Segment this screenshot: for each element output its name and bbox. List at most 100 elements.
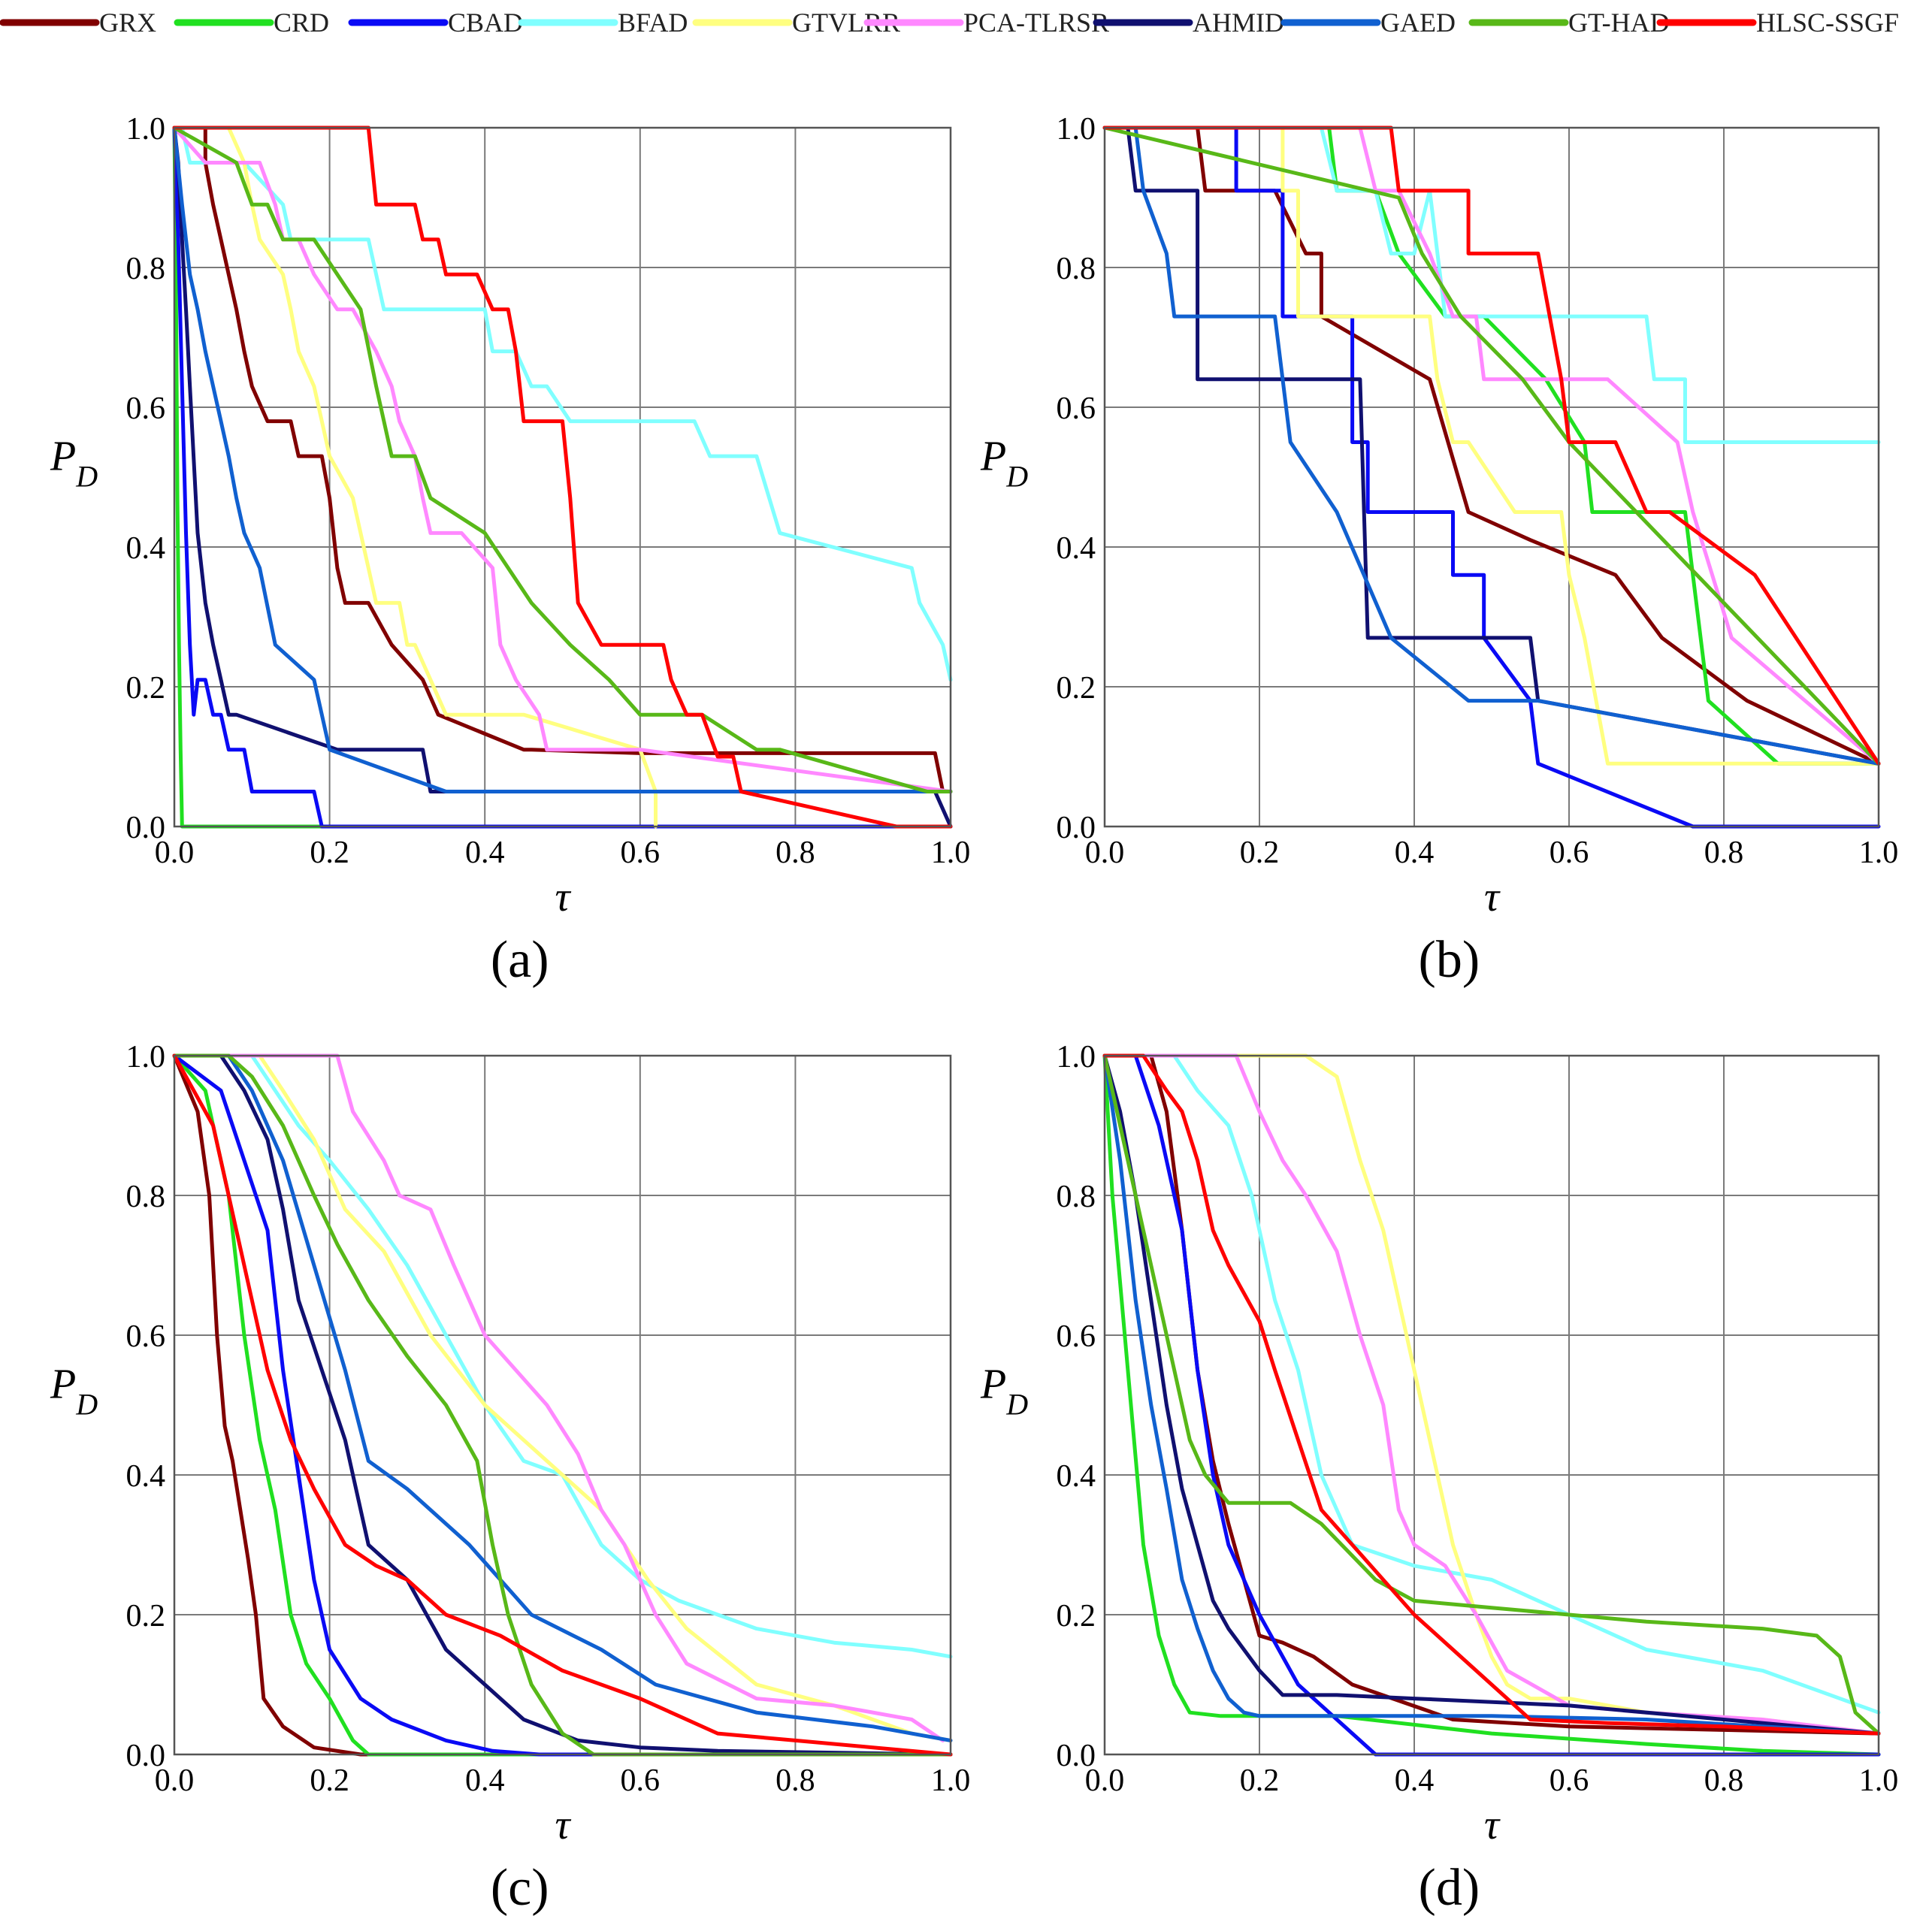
x-tick-label: 0.0 — [155, 836, 195, 870]
y-tick-label: 0.8 — [1057, 252, 1096, 286]
y-axis-label-subscript: D — [75, 460, 98, 494]
y-tick-label: 1.0 — [1057, 1040, 1096, 1074]
series-line-gt-had — [172, 1053, 953, 1757]
legend-item-gtvlrr: GTVLRR — [692, 8, 900, 38]
legend-item-cbad: CBAD — [348, 8, 523, 38]
y-tick-label: 0.2 — [1057, 1599, 1096, 1633]
x-tick-label: 0.0 — [1085, 836, 1125, 870]
y-tick-label: 0.0 — [126, 1739, 166, 1773]
legend-label: CBAD — [448, 8, 523, 38]
y-tick-label: 1.0 — [126, 1040, 166, 1074]
x-tick-label: 0.0 — [155, 1763, 195, 1798]
y-axis-label-main: P — [980, 1361, 1006, 1408]
legend-label: CRD — [274, 8, 329, 38]
y-tick-label: 1.0 — [1057, 112, 1096, 147]
y-tick-label: 0.6 — [1057, 391, 1096, 426]
series-line-ahmid — [1102, 1053, 1881, 1736]
series-line-cbad — [1102, 1053, 1881, 1757]
legend-item-gt-had: GT-HAD — [1468, 8, 1670, 38]
y-tick-label: 0.2 — [126, 671, 166, 706]
y-tick-label: 0.6 — [126, 391, 166, 426]
y-tick-label: 0.4 — [1057, 1459, 1096, 1494]
series-line-bfad — [172, 125, 953, 682]
y-tick-label: 0.4 — [1057, 531, 1096, 566]
series-line-grx — [172, 125, 953, 793]
series-line-gt-had — [172, 125, 953, 793]
series-line-gt-had — [1102, 1053, 1881, 1736]
series-line-ahmid — [172, 1053, 953, 1757]
x-axis-label: τ — [555, 1802, 571, 1848]
x-tick-label: 0.6 — [1550, 1763, 1589, 1798]
x-tick-label: 1.0 — [931, 836, 971, 870]
series-line-bfad — [172, 1053, 953, 1659]
panel-caption: (a) — [491, 931, 549, 989]
panel-d: 0.0 0.2 0.4 0.6 0.8 1.00.00.20.40.60.81.0PDτ(… — [980, 1040, 1898, 1916]
y-axis-label-main: P — [50, 1361, 76, 1408]
series-line-gtvlrr — [172, 1053, 953, 1742]
legend-label: BFAD — [618, 8, 688, 38]
x-tick-label: 0.0 — [1085, 1763, 1125, 1798]
series-line-cbad — [172, 125, 953, 829]
series-line-cbad — [1102, 125, 1881, 829]
panel-c: 0.0 0.2 0.4 0.6 0.8 1.00.00.20.40.60.81.0PDτ(… — [50, 1040, 970, 1916]
legend: GRX CRD CBAD BFAD GTVLRR PCA-TLRSR AHMID GAED GT… — [0, 8, 1899, 38]
x-tick-label: 0.2 — [310, 836, 349, 870]
x-tick-label: 0.2 — [1240, 1763, 1280, 1798]
gridlines — [1104, 1055, 1879, 1755]
y-axis-label-main: P — [980, 434, 1006, 480]
series-line-hlsc-ssgf — [1102, 1053, 1881, 1736]
x-tick-label: 0.8 — [1704, 836, 1744, 870]
x-tick-label: 0.6 — [621, 1763, 661, 1798]
plot-frame — [173, 1054, 952, 1756]
y-tick-label: 0.6 — [126, 1319, 166, 1354]
x-tick-label: 0.6 — [621, 836, 661, 870]
y-axis-label-subscript: D — [75, 1388, 98, 1422]
legend-label: GT-HAD — [1568, 8, 1670, 38]
y-tick-label: 0.2 — [126, 1599, 166, 1633]
x-tick-label: 0.6 — [1550, 836, 1589, 870]
series-line-hlsc-ssgf — [172, 1053, 953, 1757]
plot-frame — [1103, 126, 1880, 828]
legend-item-hlsc-ssgf: HLSC-SSGF — [1656, 8, 1899, 38]
x-tick-label: 0.8 — [776, 836, 815, 870]
y-tick-label: 0.0 — [1057, 811, 1096, 845]
panel-a: 0.0 0.2 0.4 0.6 0.8 1.00.00.20.40.60.81.0PDτ(… — [50, 112, 970, 989]
y-tick-label: 0.4 — [126, 531, 166, 566]
y-axis-label: PD — [50, 434, 98, 494]
series-line-pca-tlrsr — [172, 125, 953, 793]
panel-b: 0.0 0.2 0.4 0.6 0.8 1.00.00.20.40.60.81.0PDτ(… — [980, 112, 1898, 989]
series-line-gaed — [172, 1053, 953, 1742]
legend-item-crd: CRD — [174, 8, 329, 38]
x-tick-label: 0.4 — [465, 836, 505, 870]
y-tick-label: 0.0 — [1057, 1739, 1096, 1773]
panel-caption: (d) — [1419, 1859, 1480, 1916]
series-line-bfad — [1102, 125, 1881, 444]
x-tick-label: 0.2 — [310, 1763, 349, 1798]
series-line-hlsc-ssgf — [172, 125, 953, 829]
y-axis-label: PD — [50, 1361, 98, 1422]
x-tick-label: 0.8 — [1704, 1763, 1744, 1798]
x-tick-label: 0.4 — [1395, 1763, 1435, 1798]
y-tick-label: 0.6 — [1057, 1319, 1096, 1354]
series-line-gtvlrr — [1102, 1053, 1881, 1736]
series-line-pca-tlrsr — [172, 1053, 945, 1742]
x-axis-label: τ — [1484, 874, 1501, 920]
y-tick-label: 0.8 — [126, 1180, 166, 1214]
legend-label: GAED — [1380, 8, 1456, 38]
y-tick-label: 0.8 — [126, 252, 166, 286]
panel-caption: (c) — [491, 1859, 549, 1916]
series-line-crd — [1102, 1053, 1881, 1757]
plot-frame — [1103, 1054, 1880, 1756]
legend-label: HLSC-SSGF — [1756, 8, 1899, 38]
series-line-hlsc-ssgf — [1102, 125, 1881, 766]
x-tick-label: 1.0 — [1859, 1763, 1899, 1798]
series-line-bfad — [1102, 1053, 1881, 1715]
series-line-grx — [1102, 1053, 1881, 1736]
y-tick-label: 0.0 — [126, 811, 166, 845]
series-line-gtvlrr — [172, 125, 658, 829]
legend-label: PCA-TLRSR — [963, 8, 1109, 38]
legend-label: AHMID — [1193, 8, 1284, 38]
series-line-crd — [172, 1053, 953, 1757]
y-tick-label: 0.4 — [126, 1459, 166, 1494]
y-axis-label-subscript: D — [1005, 1388, 1028, 1422]
